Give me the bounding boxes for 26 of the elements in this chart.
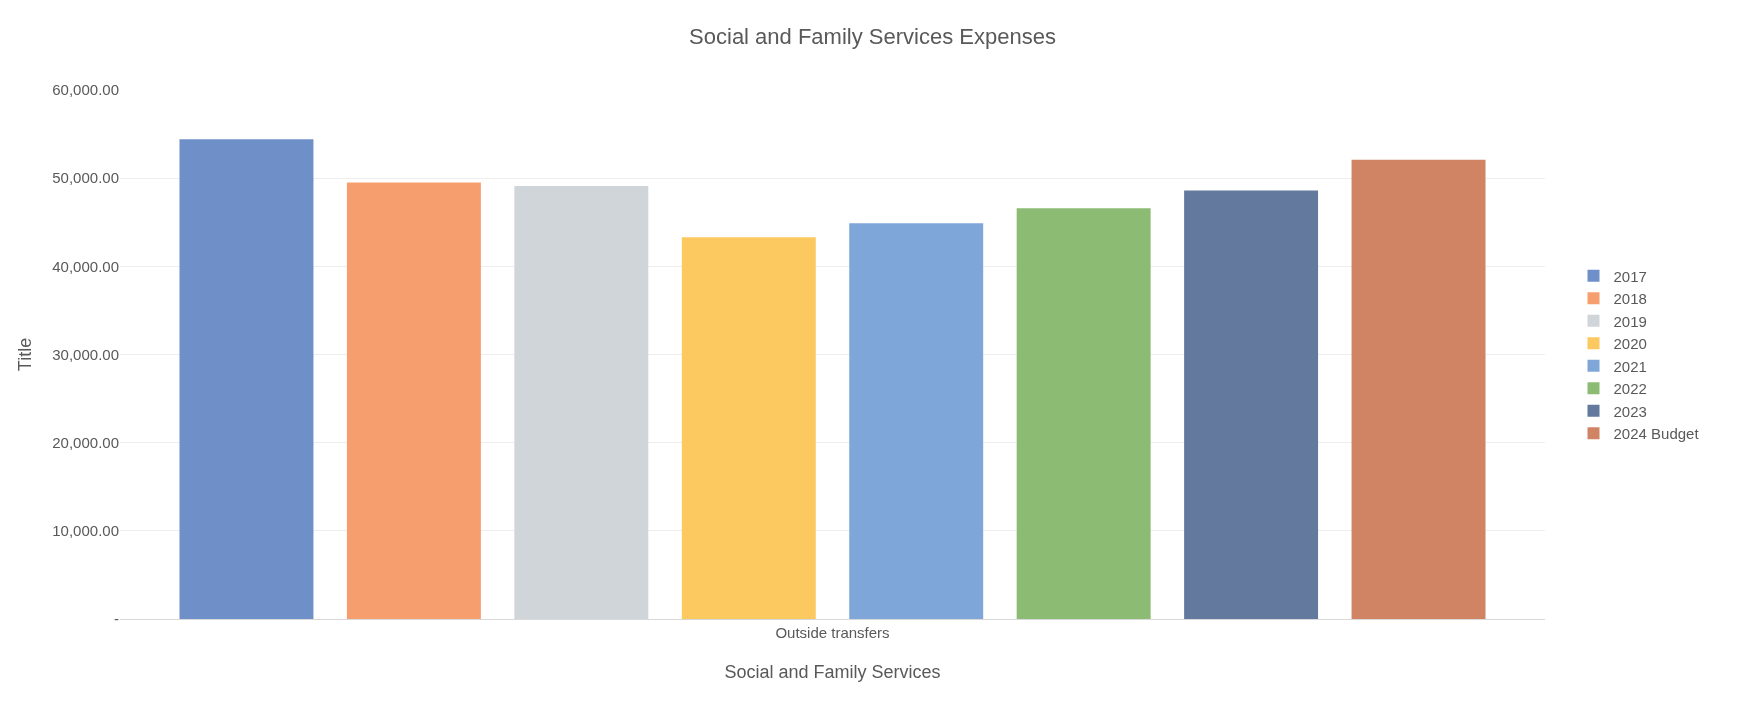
bar bbox=[1016, 208, 1151, 619]
legend-label: 2020 bbox=[1613, 335, 1647, 353]
legend-label: 2019 bbox=[1613, 312, 1647, 330]
bar bbox=[849, 223, 984, 619]
y-axis-title: Title bbox=[15, 337, 36, 372]
legend-label: 2023 bbox=[1613, 402, 1647, 420]
legend-label: 2024 Budget bbox=[1613, 425, 1700, 443]
y-tick-label: 50,000.00 bbox=[52, 169, 119, 187]
y-tick-label: 30,000.00 bbox=[52, 345, 119, 363]
legend-label: 2017 bbox=[1613, 267, 1647, 285]
bar bbox=[681, 237, 816, 619]
legend-label: 2022 bbox=[1613, 380, 1647, 398]
x-axis-title: Social and Family Services bbox=[724, 662, 941, 683]
legend-label: 2021 bbox=[1613, 357, 1647, 375]
y-tick-label: - bbox=[114, 610, 119, 628]
y-tick-label: 40,000.00 bbox=[52, 257, 119, 275]
bar bbox=[1351, 159, 1486, 619]
legend-label: 2018 bbox=[1613, 290, 1647, 308]
bar bbox=[346, 182, 481, 619]
x-tick-label: Outside transfers bbox=[775, 624, 890, 641]
chart-title: Social and Family Services Expenses bbox=[689, 23, 1056, 49]
y-tick-label: 20,000.00 bbox=[52, 433, 119, 451]
bar bbox=[1184, 190, 1319, 619]
y-tick-label: 60,000.00 bbox=[52, 81, 119, 99]
bar bbox=[179, 139, 314, 619]
y-tick-label: 10,000.00 bbox=[52, 522, 119, 540]
